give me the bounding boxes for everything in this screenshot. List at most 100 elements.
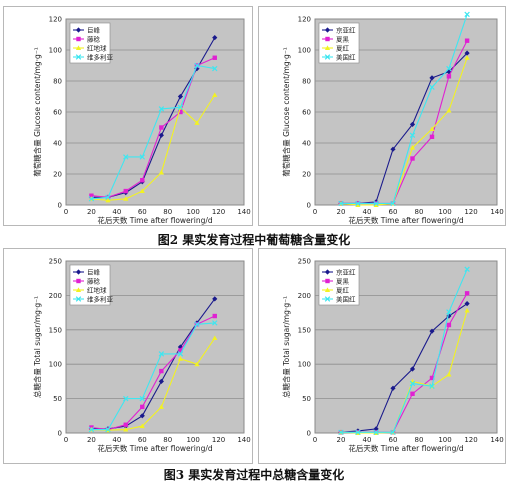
x-tick-label: 40 — [112, 436, 121, 444]
x-tick-label: 80 — [415, 208, 424, 216]
legend-label: 夏红 — [336, 43, 350, 52]
x-tick-label: 60 — [389, 436, 398, 444]
data-point — [159, 125, 164, 130]
data-point — [446, 65, 452, 72]
data-point — [139, 188, 145, 194]
data-point — [178, 348, 183, 353]
legend-label: 红地球 — [87, 285, 107, 294]
data-point — [338, 200, 344, 207]
data-point — [194, 62, 200, 69]
data-point — [212, 335, 218, 341]
data-point — [464, 266, 470, 272]
y-tick-label: 60 — [302, 109, 311, 117]
data-point — [88, 426, 95, 433]
chart-panel-total-sugar-b: 0 50 100 150 200 250 0 20 40 60 80 100 120 140 花后天数 Ti… — [258, 248, 506, 464]
data-point — [105, 197, 111, 203]
legend-marker — [324, 269, 331, 275]
figure2-caption: 图2 果实发育过程中葡萄糖含量变化 — [157, 233, 351, 247]
legend-label: 美国红 — [336, 294, 356, 303]
data-point — [178, 109, 183, 115]
data-point — [159, 368, 164, 374]
chart-panel-glucose-a: 0 20 40 60 80 100 120 0 20 40 60 80 100 120 140 花后天数 Ti… — [3, 6, 253, 226]
data-point — [123, 422, 128, 427]
data-point — [409, 132, 416, 138]
x-tick-label: 80 — [415, 436, 424, 444]
x-tick-label: 20 — [87, 436, 96, 444]
x-tick-label: 0 — [64, 208, 68, 216]
x-tick-label: 120 — [464, 208, 477, 216]
y-tick-label: 0 — [307, 202, 311, 210]
legend-marker — [325, 278, 330, 284]
data-point — [177, 356, 184, 361]
y-tick-label: 20 — [302, 171, 311, 179]
data-point — [212, 65, 218, 72]
data-point — [212, 35, 218, 41]
x-tick-label: 120 — [212, 436, 225, 444]
y-axis-label: 总糖含量 Total sugar/mg·g⁻¹ — [32, 296, 42, 398]
legend-marker — [75, 296, 82, 302]
series-line — [91, 64, 215, 200]
data-point — [139, 413, 145, 419]
y-tick-label: 50 — [53, 395, 62, 403]
legend-marker — [325, 36, 330, 42]
legend-label: 美国红 — [336, 52, 356, 61]
data-point — [409, 366, 416, 372]
legend-label: 红地球 — [87, 43, 107, 52]
x-tick-label: 40 — [112, 208, 121, 216]
data-point — [429, 328, 435, 334]
data-point — [338, 429, 344, 436]
x-tick-label: 120 — [212, 208, 225, 216]
y-tick-label: 80 — [53, 78, 62, 86]
x-tick-label: 120 — [464, 436, 477, 444]
legend-marker — [324, 45, 331, 50]
y-axis-label: 葡萄糖含量 Glucose content/mg·g⁻¹ — [32, 47, 42, 177]
data-point — [105, 194, 111, 200]
y-tick-label: 120 — [298, 16, 311, 24]
data-point — [123, 154, 129, 160]
data-point — [194, 361, 200, 367]
data-point — [429, 134, 435, 139]
series-4 — [338, 11, 470, 207]
x-axis-label: 花后天数 Time after flowering/d — [97, 443, 213, 453]
legend-label: 维多利亚 — [87, 294, 114, 303]
x-tick-label: 140 — [237, 436, 250, 444]
data-point — [409, 121, 416, 127]
data-point — [194, 321, 200, 328]
chart-svg: 0 50 100 150 200 250 0 20 40 60 80 100 120 140 花后天数 Ti… — [281, 258, 504, 454]
legend-marker — [75, 54, 82, 60]
x-tick-label: 140 — [237, 208, 250, 216]
data-point — [158, 169, 164, 175]
x-tick-label: 100 — [186, 208, 199, 216]
data-point — [429, 75, 435, 81]
x-tick-label: 140 — [490, 436, 503, 444]
y-tick-label: 40 — [53, 140, 62, 148]
data-point — [409, 145, 416, 150]
y-tick-label: 200 — [298, 292, 311, 300]
x-tick-label: 100 — [438, 208, 451, 216]
data-point — [390, 429, 396, 436]
y-tick-label: 0 — [307, 430, 311, 438]
legend-label: 巨峰 — [87, 25, 101, 34]
data-point — [409, 380, 416, 387]
legend-marker — [324, 27, 331, 33]
chart-svg: 0 20 40 60 80 100 120 0 20 40 60 80 100 120 140 花后天数 Ti… — [281, 11, 504, 225]
data-point — [212, 313, 217, 319]
legend-label: 夏红 — [336, 285, 350, 294]
data-point — [410, 156, 415, 161]
y-tick-label: 250 — [49, 258, 62, 266]
y-tick-label: 100 — [298, 361, 311, 369]
data-point — [446, 371, 452, 377]
x-tick-label: 60 — [138, 436, 147, 444]
x-tick-label: 80 — [163, 436, 172, 444]
data-point — [140, 404, 145, 410]
series-1 — [338, 301, 470, 435]
series-4 — [338, 266, 470, 436]
x-tick-label: 100 — [186, 436, 199, 444]
series-line — [91, 94, 216, 201]
series-line — [340, 57, 468, 206]
x-tick-label: 100 — [438, 436, 451, 444]
x-tick-label: 40 — [363, 436, 372, 444]
data-point — [139, 423, 145, 429]
